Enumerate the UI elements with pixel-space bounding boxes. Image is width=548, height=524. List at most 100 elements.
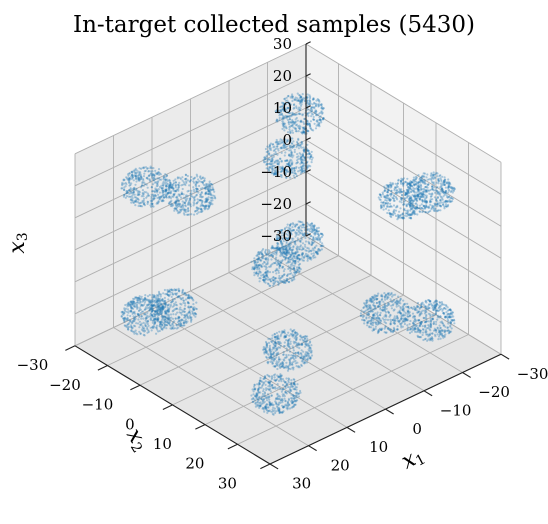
data-point — [415, 198, 418, 201]
data-point — [177, 186, 180, 189]
data-point — [434, 189, 437, 192]
data-point — [288, 161, 291, 164]
data-point — [429, 193, 432, 196]
data-point — [276, 244, 279, 247]
data-point — [275, 108, 279, 111]
data-point — [201, 182, 205, 185]
data-point — [158, 195, 161, 199]
data-point — [314, 256, 317, 259]
data-point — [292, 254, 295, 258]
data-point — [302, 121, 305, 124]
data-point — [154, 194, 157, 198]
data-point — [420, 303, 423, 307]
data-point — [185, 181, 188, 184]
data-point — [304, 337, 307, 340]
data-point — [289, 149, 292, 152]
data-point — [289, 169, 292, 172]
data-point — [402, 299, 405, 302]
data-point — [303, 243, 307, 246]
data-point — [293, 257, 297, 260]
data-point — [266, 159, 269, 162]
data-point — [283, 228, 286, 231]
data-point — [378, 198, 381, 201]
data-point — [386, 197, 389, 200]
data-point — [442, 324, 446, 327]
data-point — [289, 224, 292, 227]
data-point — [195, 173, 198, 176]
data-point — [210, 194, 213, 197]
data-point — [300, 342, 304, 345]
data-point — [379, 194, 382, 197]
data-point — [317, 113, 320, 116]
data-point — [318, 118, 321, 122]
data-point — [301, 97, 304, 100]
data-point — [403, 197, 406, 200]
data-point — [441, 203, 445, 206]
data-point — [181, 291, 184, 294]
data-point — [204, 204, 208, 207]
data-point — [291, 112, 294, 115]
data-point — [363, 322, 366, 325]
data-point — [440, 332, 444, 335]
data-point — [158, 329, 161, 333]
data-point — [420, 178, 423, 181]
data-point — [314, 232, 317, 235]
data-point — [282, 125, 286, 128]
data-point — [283, 154, 286, 157]
data-point — [316, 250, 319, 254]
data-point — [213, 194, 216, 198]
data-point — [311, 242, 314, 245]
data-point — [306, 149, 309, 152]
data-point — [297, 246, 300, 249]
data-point — [406, 194, 410, 197]
data-point — [390, 213, 393, 216]
data-point — [206, 192, 209, 195]
data-point — [301, 93, 304, 96]
data-point — [302, 127, 306, 130]
data-point — [206, 198, 209, 201]
data-point — [439, 337, 442, 340]
data-point — [293, 264, 296, 268]
data-point — [272, 173, 275, 176]
data-point — [406, 313, 409, 316]
data-point — [441, 335, 444, 338]
data-point — [300, 248, 303, 251]
data-point — [276, 247, 279, 250]
data-point — [369, 297, 372, 300]
data-point — [370, 316, 374, 319]
data-point — [153, 174, 156, 177]
data-point — [307, 256, 310, 259]
data-point — [206, 186, 209, 189]
data-point — [278, 140, 281, 143]
data-point — [123, 312, 126, 315]
data-point — [421, 210, 424, 214]
data-point — [182, 301, 185, 304]
data-point — [447, 191, 450, 194]
data-point — [315, 102, 318, 105]
cluster — [165, 173, 217, 216]
data-point — [441, 190, 444, 193]
data-point — [420, 194, 423, 197]
data-point — [310, 153, 313, 157]
data-point — [409, 200, 412, 204]
data-point — [378, 300, 381, 303]
data-point — [433, 183, 436, 186]
data-point — [372, 328, 376, 331]
data-point — [177, 289, 180, 292]
data-point — [385, 331, 388, 334]
data-point — [176, 292, 179, 295]
data-point — [404, 192, 407, 195]
data-point — [136, 176, 140, 179]
data-point — [389, 205, 392, 208]
data-point — [281, 237, 284, 240]
data-point — [207, 183, 210, 186]
data-point — [155, 326, 158, 329]
data-point — [132, 188, 135, 192]
data-point — [192, 299, 195, 302]
data-point — [322, 107, 325, 110]
data-point — [266, 158, 269, 161]
data-point — [274, 277, 277, 280]
data-point — [392, 210, 395, 213]
data-point — [290, 142, 293, 145]
data-point — [135, 305, 138, 309]
